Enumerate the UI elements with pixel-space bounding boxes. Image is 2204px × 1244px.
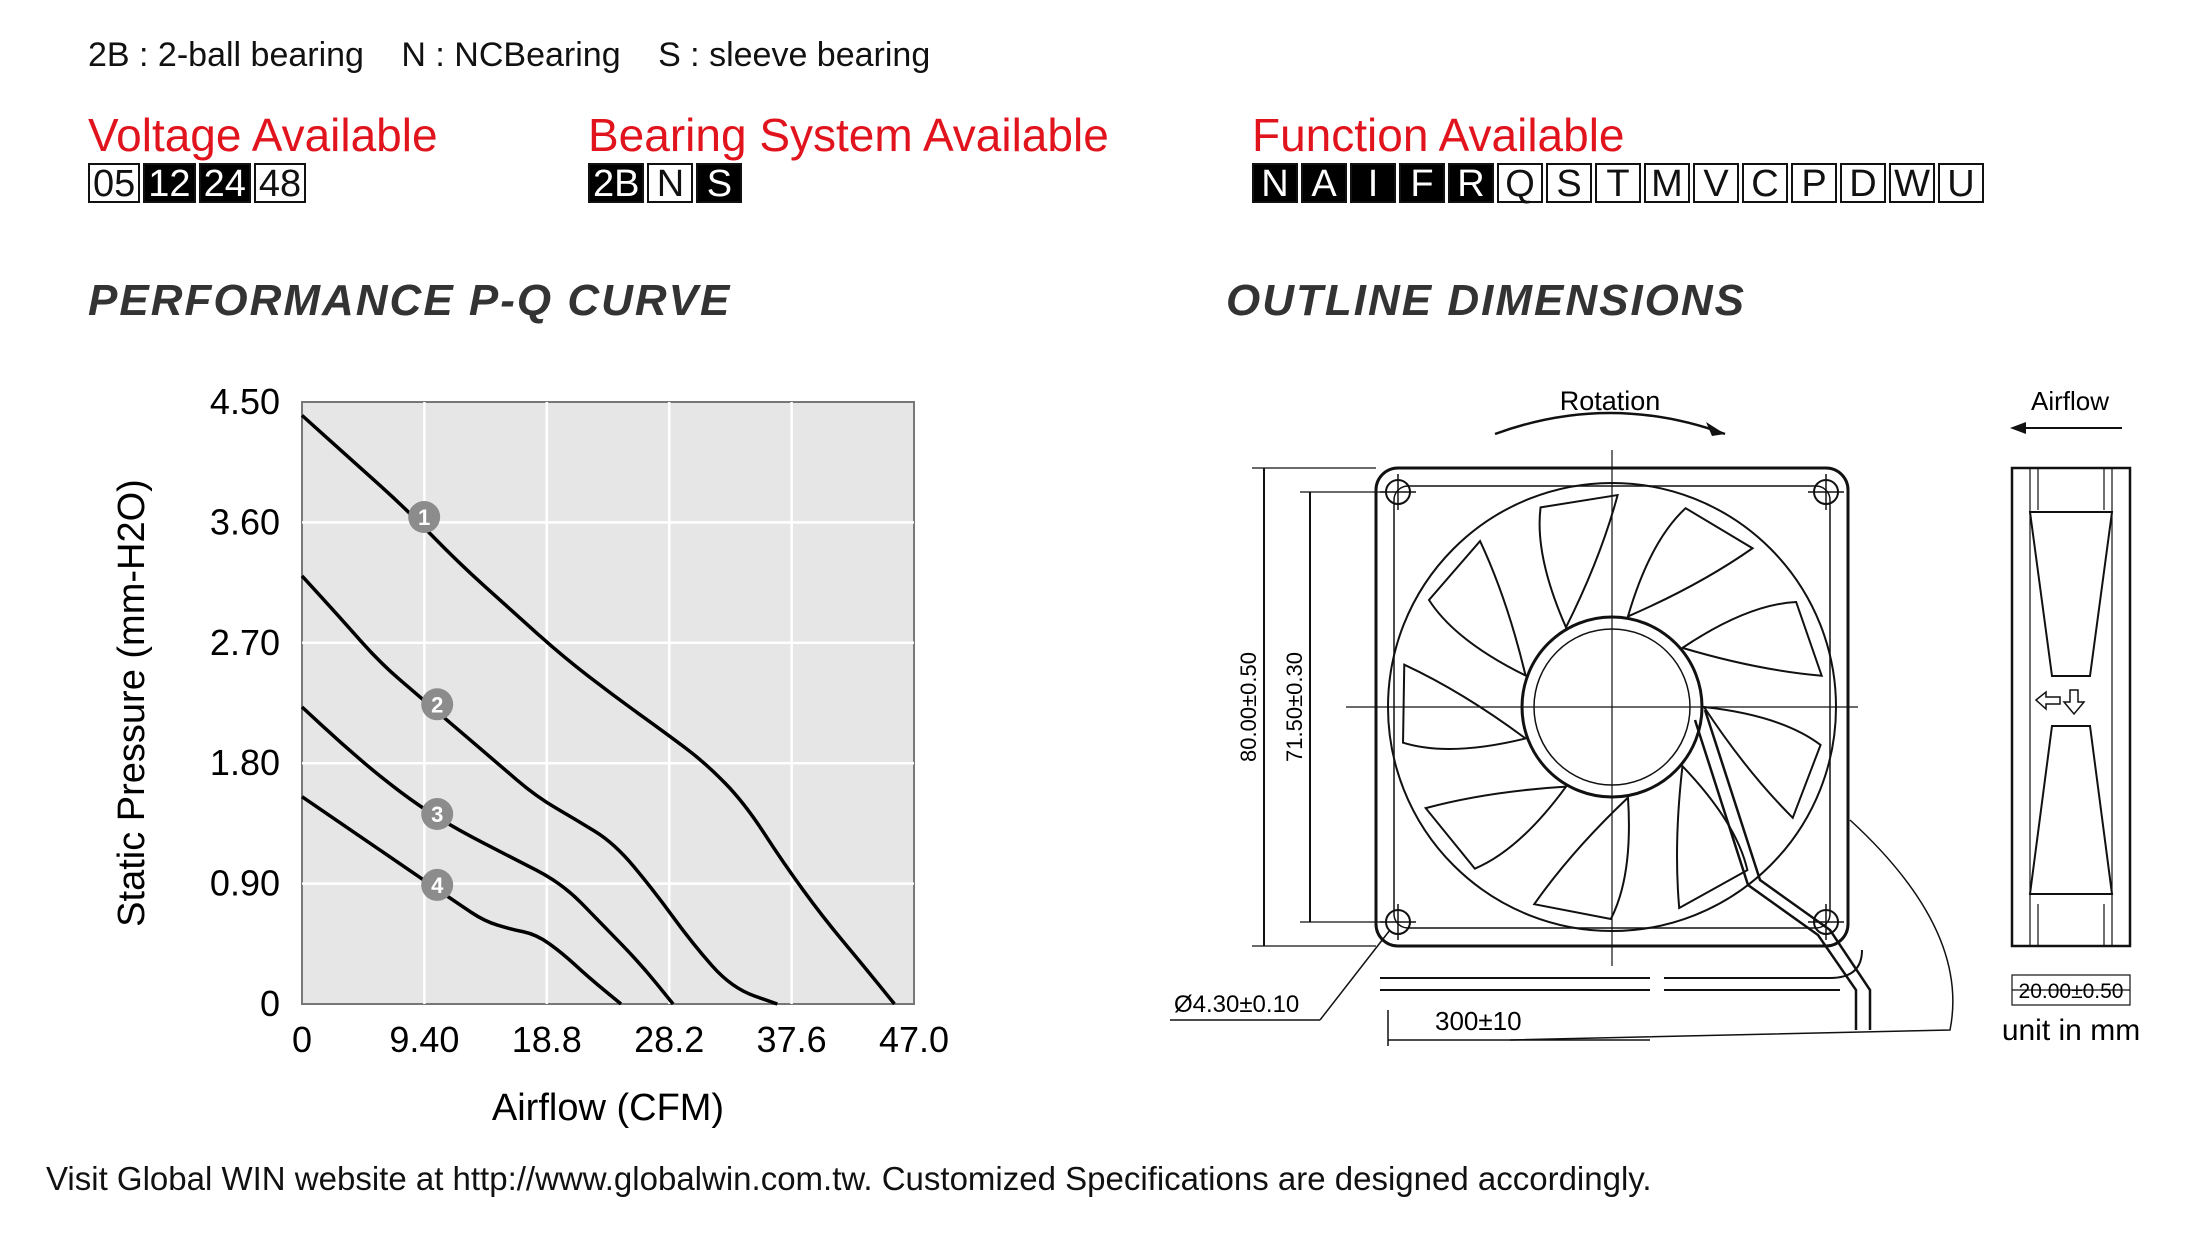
series-marker-1: [408, 501, 441, 534]
bearing-option-s: S: [696, 163, 743, 203]
side-view: [2010, 466, 2132, 948]
footer-text: Visit Global WIN website at http://www.g…: [46, 1160, 1652, 1197]
dim-outer-label: 80.00±0.50: [1236, 652, 1261, 762]
x-tick-label: 37.6: [757, 1019, 827, 1060]
y-tick-label: 3.60: [210, 501, 280, 542]
function-option-i: I: [1350, 163, 1396, 203]
series-line-3: [300, 705, 675, 1006]
depth-label: 20.00±0.50: [2019, 980, 2124, 1003]
bearing-option-n: N: [647, 163, 694, 203]
fan-blade: [1427, 539, 1528, 678]
fan-blade: [1626, 506, 1755, 619]
fan-blade: [1532, 795, 1630, 921]
bearing-legend: 2B : 2-ball bearing N : NCBearing S : sl…: [88, 36, 958, 75]
series-marker-3: [421, 798, 454, 831]
bearing-option-2b: 2B: [588, 163, 645, 203]
function-option-t: T: [1595, 163, 1641, 203]
x-tick-label: 28.2: [634, 1019, 704, 1060]
legend-n: N : NCBearing: [401, 36, 621, 74]
y-axis-label: Static Pressure (mm-H2O): [111, 479, 153, 927]
rotation-arrow: [1494, 411, 1726, 436]
fan-blades: [1402, 493, 1824, 921]
chart-series: [300, 414, 896, 1006]
voltage-options: 05 12 24 48: [88, 163, 309, 207]
side-blade-top: [2028, 511, 2114, 677]
cable: [1380, 949, 1863, 991]
pq-curve-heading: PERFORMANCE P-Q CURVE: [88, 276, 732, 325]
y-tick-label: 1.80: [210, 742, 280, 783]
function-option-r: R: [1448, 163, 1494, 203]
y-tick-labels: 0 0.90 1.80 2.70 3.60 4.50: [210, 381, 280, 1024]
x-tick-label: 0: [292, 1019, 312, 1060]
y-tick-label: 0.90: [210, 863, 280, 904]
fan-blade: [1538, 493, 1619, 630]
voltage-option-12: 12: [143, 163, 196, 203]
function-option-c: C: [1742, 163, 1788, 203]
dim-inner-label: 71.50±0.30: [1282, 652, 1307, 762]
side-blade-bottom: [2028, 725, 2114, 895]
outline-drawing: Rotation 80.00±0.50 71.50±0.30 Ø4.30±0.1…: [1170, 386, 2140, 1047]
voltage-option-48: 48: [253, 163, 307, 203]
voltage-title: Voltage Available: [88, 109, 438, 161]
rotation-label: Rotation: [1560, 386, 1661, 416]
function-option-d: D: [1840, 163, 1886, 203]
x-axis-label: Airflow (CFM): [492, 1087, 724, 1129]
pq-chart: 1 2 3 4 0 0.90 1.80 2.70 3.60 4.50 0 9.40 18.8 28.2…: [111, 381, 949, 1129]
series-markers: 1 2 3 4: [408, 501, 454, 901]
function-option-u: U: [1938, 163, 1984, 203]
legend-2b: 2B : 2-ball bearing: [88, 36, 364, 74]
series-line-2: [300, 574, 778, 1006]
voltage-option-24: 24: [198, 163, 251, 203]
function-option-p: P: [1791, 163, 1837, 203]
x-tick-labels: 0 9.40 18.8 28.2 37.6 47.0: [292, 1019, 949, 1060]
fan-blade: [1402, 663, 1528, 750]
x-tick-label: 18.8: [512, 1019, 582, 1060]
voltage-option-05: 05: [88, 163, 141, 203]
outline-heading: OUTLINE DIMENSIONS: [1226, 276, 1747, 325]
cable-length-label: 300±10: [1435, 1006, 1522, 1036]
fan-blade: [1680, 600, 1824, 677]
series-label-3: 3: [431, 802, 443, 827]
function-option-n: N: [1252, 163, 1298, 203]
series-line-1: [300, 414, 896, 1006]
mounting-holes: [1380, 474, 1844, 940]
function-option-f: F: [1399, 163, 1445, 203]
function-option-s: S: [1546, 163, 1592, 203]
series-label-4: 4: [431, 873, 444, 898]
function-option-w: W: [1889, 163, 1935, 203]
y-tick-label: 4.50: [210, 381, 280, 422]
cable-leader: [1509, 819, 1954, 1041]
function-option-a: A: [1301, 163, 1347, 203]
function-option-q: Q: [1497, 163, 1543, 203]
legend-s: S : sleeve bearing: [658, 36, 931, 74]
x-tick-label: 9.40: [389, 1019, 459, 1060]
fan-blade: [1701, 705, 1822, 820]
function-option-m: M: [1644, 163, 1690, 203]
series-label-2: 2: [431, 692, 443, 717]
y-tick-label: 0: [260, 983, 280, 1024]
series-marker-2: [421, 688, 454, 721]
airflow-label: Airflow: [2031, 386, 2109, 416]
rotation-arrowhead: [1706, 422, 1725, 436]
x-tick-label: 47.0: [879, 1019, 949, 1060]
series-label-1: 1: [418, 505, 430, 530]
bearing-title: Bearing System Available: [588, 109, 1109, 161]
series-marker-4: [421, 868, 454, 901]
bearing-options: 2B N S: [588, 163, 745, 207]
function-title: Function Available: [1252, 109, 1625, 161]
series-line-4: [301, 795, 623, 1006]
y-tick-label: 2.70: [210, 622, 280, 663]
unit-label: unit in mm: [2002, 1014, 2140, 1047]
fan-blade: [1676, 763, 1749, 910]
fan-blade: [1423, 785, 1569, 870]
hole-label: Ø4.30±0.10: [1174, 991, 1299, 1018]
cable-guide-2: [1693, 719, 1858, 1030]
function-option-v: V: [1693, 163, 1739, 203]
airflow-direction-icon: [2034, 689, 2086, 716]
cable-guide: [1703, 709, 1872, 1030]
